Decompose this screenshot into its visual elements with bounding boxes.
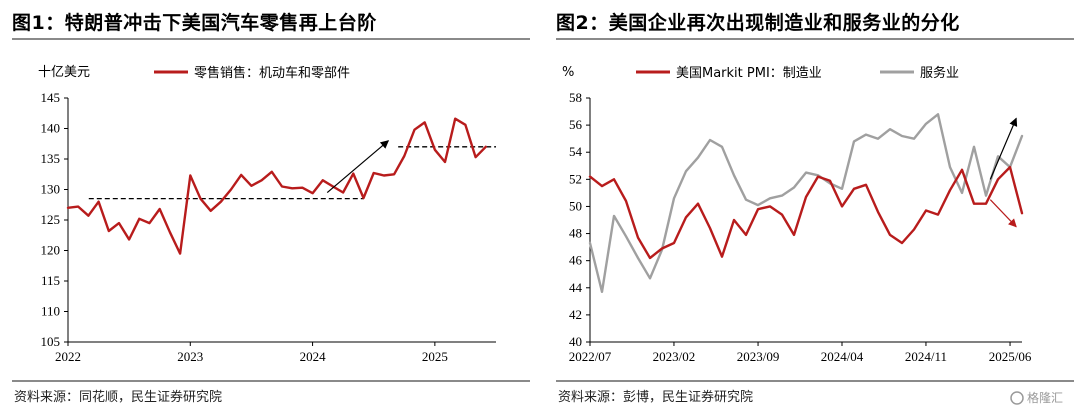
chart2-y-tick-label: 50: [569, 198, 582, 213]
watermark: 格隆汇: [1010, 390, 1063, 405]
chart1-series-line: [66, 117, 487, 255]
chart2-y-tick-label: 42: [569, 307, 582, 322]
chart1-y-tick-label: 145: [41, 90, 61, 105]
chart2-series-line: [588, 113, 1024, 293]
chart1-legend-label: 零售销售：机动车和零部件: [194, 65, 350, 81]
chart1-plot: 105 110 115 120 125 130 135 140 145 2022 2023 2024 2…: [38, 65, 496, 364]
chart1-y-tick-label: 120: [41, 243, 61, 258]
chart1-x-tick-label: 2023: [177, 349, 203, 364]
chart2-x-tick-label: 2023/09: [737, 349, 780, 364]
chart2-title: 图2：美国企业再次出现制造业和服务业的分化: [556, 12, 960, 34]
chart1-bottom-rule: [12, 380, 530, 382]
chart2-y-tick-label: 46: [569, 253, 583, 268]
chart2-trend-arrow: [989, 117, 1018, 180]
chart1-title-rule: [12, 38, 530, 40]
chart2-x-tick-label: 2023/02: [653, 349, 696, 364]
chart2-y-tick-label: 58: [569, 90, 582, 105]
chart2-legend-label: 服务业: [920, 65, 959, 81]
chart1-title: 图1：特朗普冲击下美国汽车零售再上台阶: [12, 12, 377, 34]
chart1-source: 资料来源：同花顺，民生证券研究院: [14, 390, 223, 405]
watermark-logo-icon: [1010, 391, 1024, 405]
chart1-y-tick-label: 105: [41, 334, 61, 349]
chart2-y-tick-label: 44: [569, 280, 583, 295]
chart2-y-tick-label: 56: [569, 117, 583, 132]
chart1-x-tick-label: 2024: [300, 349, 327, 364]
chart2-bottom-rule: [556, 380, 1074, 382]
chart2-y-tick-label: 52: [569, 171, 582, 186]
chart2-title-rule: [556, 38, 1074, 40]
chart1-y-tick-label: 135: [41, 151, 61, 166]
chart2-unit-label: %: [562, 65, 574, 80]
chart2-x-tick-label: 2022/07: [569, 349, 612, 364]
chart2-trend-arrow: [989, 199, 1017, 228]
chart1-y-tick-label: 130: [41, 182, 61, 197]
chart2-y-tick-label: 54: [569, 144, 583, 159]
chart2-plot: 40 42 44 46 48 50 52 54 56 58 2022/07 2023/02 2023/0…: [562, 65, 1032, 364]
chart1-y-tick-label: 140: [41, 121, 61, 136]
chart1-unit-label: 十亿美元: [38, 65, 90, 80]
chart2-x-tick-label: 2024/11: [905, 349, 947, 364]
chart2-y-tick-label: 48: [569, 226, 582, 241]
chart1-x-tick-label: 2025: [422, 349, 448, 364]
chart2-x-tick-label: 2024/04: [821, 349, 864, 364]
chart1-y-tick-label: 125: [41, 212, 61, 227]
chart1-y-tick-label: 110: [41, 304, 60, 319]
chart2-series-line: [588, 165, 1024, 260]
chart1-x-tick-label: 2022: [55, 349, 81, 364]
chart2-x-tick-label: 2025/06: [989, 349, 1032, 364]
chart1-trend-arrow: [326, 140, 390, 194]
chart2-source: 资料来源：彭博，民生证券研究院: [558, 390, 754, 405]
chart2-y-tick-label: 40: [569, 334, 582, 349]
watermark-text: 格隆汇: [1027, 390, 1063, 405]
chart1-y-tick-label: 115: [41, 273, 60, 288]
chart2-legend-label: 美国Markit PMI：制造业: [676, 66, 822, 81]
